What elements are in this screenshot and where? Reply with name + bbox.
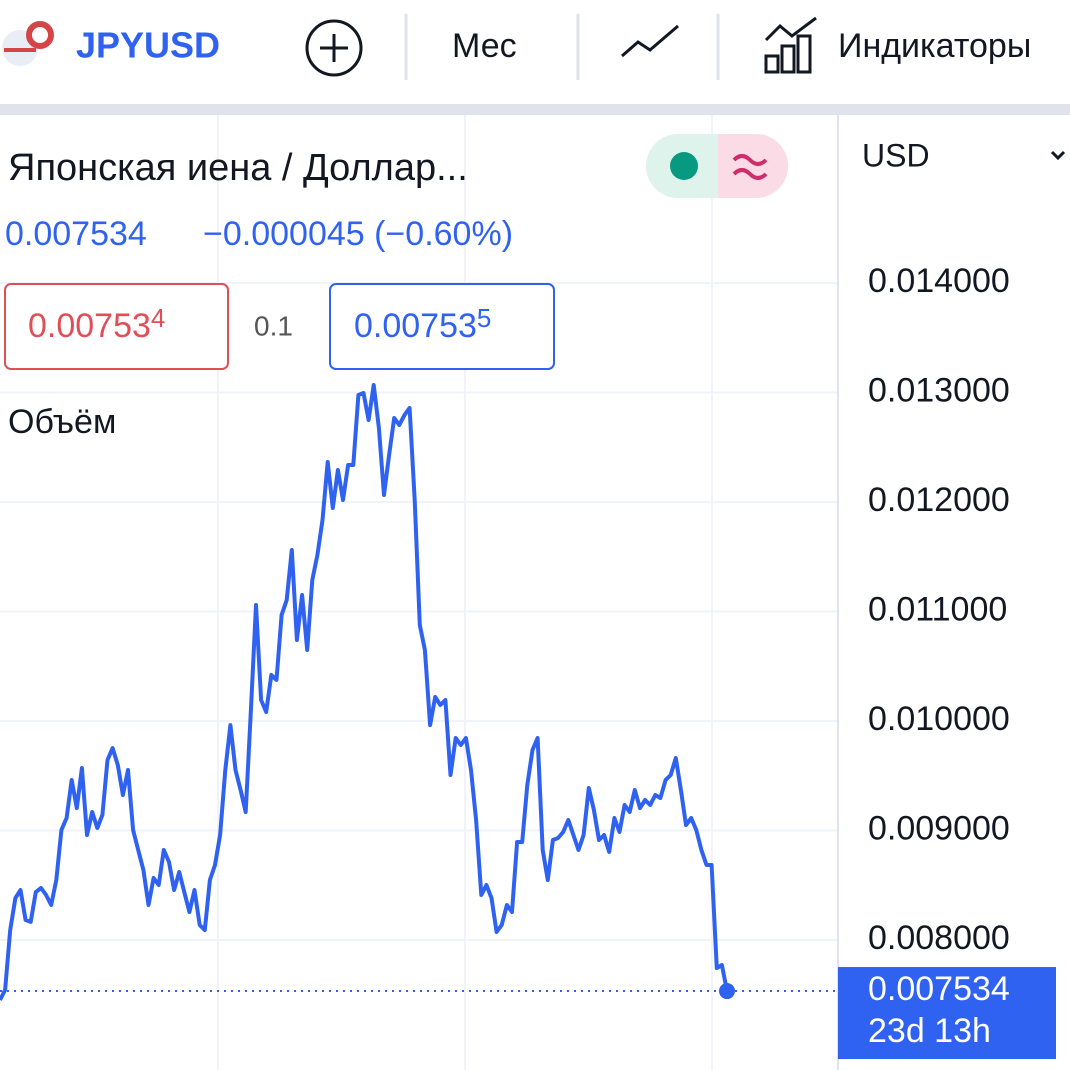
bid-pip: 4 <box>151 303 165 333</box>
flag-stripe <box>4 48 36 52</box>
symbol[interactable]: JPYUSD <box>76 25 220 66</box>
indicators[interactable]: Индикаторы <box>838 27 1031 65</box>
last-point <box>719 983 735 1000</box>
last-price: 0.007534 <box>5 215 147 253</box>
buy-box[interactable] <box>329 283 555 370</box>
ask: 0.007535 <box>354 303 491 345</box>
interval[interactable]: Мес <box>452 27 517 65</box>
price-label-bg <box>838 967 1056 1060</box>
bid-main: 0.00753 <box>28 307 151 345</box>
y-tick-label: 0.013000 <box>868 371 1010 409</box>
flag-jpy <box>26 21 54 49</box>
y-tick-label: 0.008000 <box>868 919 1010 957</box>
volume: Объём <box>8 403 116 441</box>
currency[interactable]: USD <box>862 137 930 173</box>
y-tick-label: 0.009000 <box>868 809 1010 847</box>
divider <box>0 104 1070 115</box>
bid: 0.007534 <box>28 303 165 345</box>
y-tick-label: 0.010000 <box>868 700 1010 738</box>
price-line <box>0 383 729 1001</box>
price-label: 0.007534 <box>868 970 1010 1008</box>
y-tick-label: 0.014000 <box>868 262 1010 300</box>
y-tick-label: 0.012000 <box>868 481 1010 519</box>
countdown: 23d 13h <box>868 1012 991 1050</box>
y-tick-label: 0.011000 <box>868 590 1007 628</box>
ask-pip: 5 <box>477 303 491 333</box>
change: −0.000045 (−0.60%) <box>203 215 513 253</box>
ask-main: 0.00753 <box>354 307 477 345</box>
chart-type-button[interactable] <box>621 24 679 58</box>
add-button[interactable] <box>305 19 363 77</box>
chevron[interactable] <box>1050 150 1066 161</box>
indicators-icon[interactable] <box>764 16 817 74</box>
sell-box[interactable] <box>4 283 229 370</box>
instrument-name: Японская иена / Доллар... <box>8 147 468 189</box>
spread: 0.1 <box>254 310 293 341</box>
status-pill[interactable] <box>646 134 788 198</box>
plot <box>0 115 838 1070</box>
